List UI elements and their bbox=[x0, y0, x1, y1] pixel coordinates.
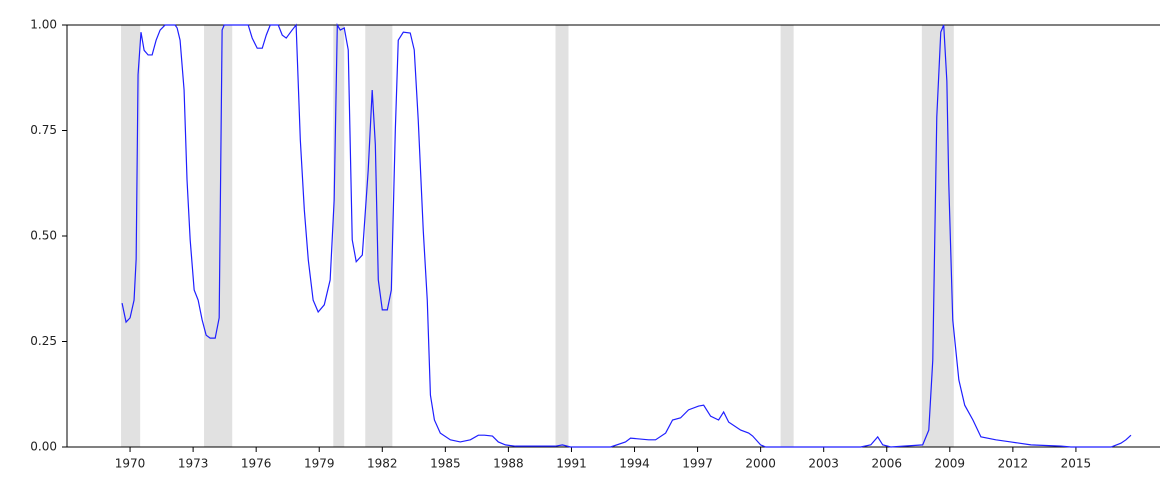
x-tick-label: 2000 bbox=[745, 457, 776, 471]
x-tick-label: 1973 bbox=[178, 457, 209, 471]
data-line bbox=[121, 22, 1132, 448]
y-tick-label: 0.75 bbox=[30, 123, 57, 137]
x-tick-label: 2015 bbox=[1061, 457, 1092, 471]
x-tick-label: 2009 bbox=[935, 457, 966, 471]
x-tick-label: 1991 bbox=[556, 457, 587, 471]
y-tick-label: 1.00 bbox=[30, 18, 57, 32]
y-tick-label: 0.00 bbox=[30, 440, 57, 454]
x-tick-label: 1976 bbox=[241, 457, 272, 471]
recession-band bbox=[121, 25, 141, 447]
x-tick-label: 2012 bbox=[998, 457, 1029, 471]
recession-band bbox=[204, 25, 233, 447]
recession-band bbox=[365, 25, 393, 447]
x-tick-label: 1994 bbox=[619, 457, 650, 471]
recession-band bbox=[780, 25, 794, 447]
x-tick-label: 1997 bbox=[682, 457, 713, 471]
x-tick-label: 1985 bbox=[430, 457, 461, 471]
y-tick-label: 0.25 bbox=[30, 334, 57, 348]
x-tick-label: 1970 bbox=[115, 457, 146, 471]
x-tick-label: 2006 bbox=[871, 457, 902, 471]
recession-band bbox=[555, 25, 569, 447]
x-tick-label: 1979 bbox=[304, 457, 335, 471]
x-tick-label: 2003 bbox=[808, 457, 839, 471]
x-tick-label: 1982 bbox=[367, 457, 398, 471]
recession-band bbox=[333, 25, 345, 447]
y-tick-label: 0.50 bbox=[30, 229, 57, 243]
x-tick-label: 1988 bbox=[493, 457, 524, 471]
